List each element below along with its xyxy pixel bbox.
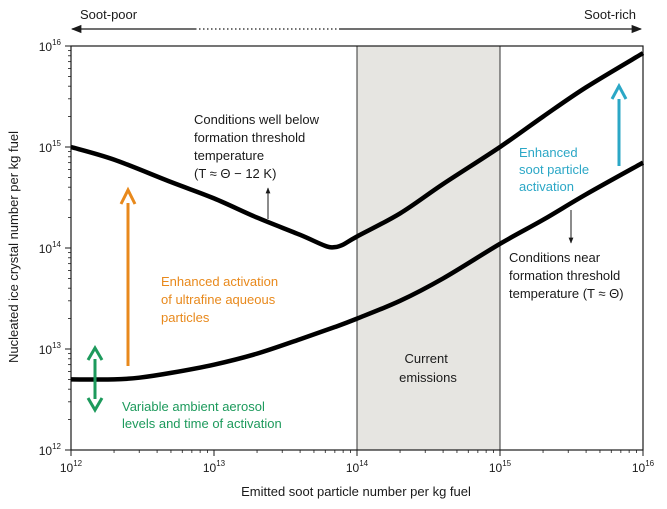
curves bbox=[70, 51, 645, 382]
annotation-well-below: Conditions well below formation threshol… bbox=[194, 112, 323, 219]
annotation-near: Conditions near formation threshold temp… bbox=[509, 210, 624, 301]
green-arrow-down-head-icon bbox=[86, 397, 104, 413]
x-tick-label: 1013 bbox=[203, 459, 226, 475]
annotation-ultrafine-activation: Enhanced activation of ultrafine aqueous… bbox=[119, 186, 282, 366]
x-axis-label: Emitted soot particle number per kg fuel bbox=[241, 484, 471, 499]
y-tick-label: 1013 bbox=[39, 341, 62, 357]
y-tick-label: 1015 bbox=[39, 139, 62, 155]
svg-text:Variable ambient aerosol: Variable ambient aerosol levels and time… bbox=[122, 399, 282, 431]
y-axis-label: Nucleated ice crystal number per kg fuel bbox=[6, 131, 21, 363]
green-arrow-up-head-icon bbox=[86, 345, 104, 361]
annotation-soot-activation: Enhanced soot particle activation bbox=[519, 82, 628, 194]
curve-near-threshold bbox=[70, 160, 645, 382]
cyan-arrow-head-icon bbox=[610, 82, 628, 100]
svg-text:Conditions near formatio: Conditions near formation threshold temp… bbox=[509, 250, 624, 301]
axis-ticks: 1012 1013 1014 1015 1016 1012 1013 1014 1015 1016 bbox=[39, 38, 655, 475]
current-emissions-label: Current emissions bbox=[399, 351, 457, 385]
x-tick-label: 1012 bbox=[60, 459, 83, 475]
soot-rich-label: Soot-rich bbox=[584, 7, 636, 22]
y-tick-label: 1012 bbox=[39, 442, 62, 458]
curve-well-below-threshold bbox=[70, 51, 645, 250]
x-tick-label: 1016 bbox=[632, 459, 655, 475]
svg-text:Enhanced activation of u: Enhanced activation of ultrafine aqueous… bbox=[161, 274, 282, 325]
svg-text:Enhanced soot particle: Enhanced soot particle activation bbox=[519, 145, 593, 194]
x-tick-label: 1014 bbox=[346, 459, 369, 475]
y-tick-label: 1016 bbox=[39, 38, 62, 54]
orange-arrow-head-icon bbox=[119, 186, 137, 205]
svg-text:Conditions well below fo: Conditions well below formation threshol… bbox=[194, 112, 323, 181]
soot-poor-label: Soot-poor bbox=[80, 7, 138, 22]
x-tick-label: 1015 bbox=[489, 459, 512, 475]
current-emissions-region bbox=[356, 45, 501, 451]
annotation-ambient-aerosol: Variable ambient aerosol levels and time… bbox=[86, 345, 282, 431]
y-tick-label: 1014 bbox=[39, 240, 62, 256]
